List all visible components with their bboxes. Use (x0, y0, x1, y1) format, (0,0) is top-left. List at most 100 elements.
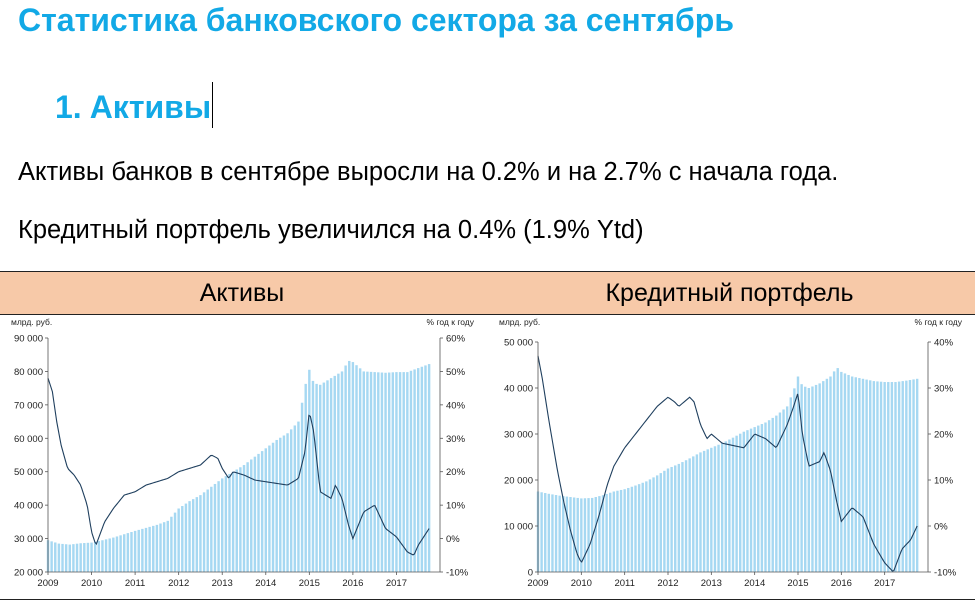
bar (395, 372, 398, 572)
bar (231, 471, 235, 572)
right-tick-label: 10% (446, 501, 466, 512)
bar (195, 497, 199, 572)
bar (380, 372, 384, 572)
bar (897, 381, 901, 572)
bar (260, 451, 264, 572)
bar (858, 378, 861, 572)
bar (598, 496, 601, 572)
right-axis-unit: % год к году (915, 317, 963, 327)
bar (279, 437, 282, 572)
bar (659, 473, 662, 572)
bar (228, 473, 231, 572)
bar (188, 501, 191, 572)
bar (61, 543, 64, 572)
bar (544, 493, 547, 572)
bar (627, 487, 630, 572)
right-tick-label: 0% (934, 522, 948, 533)
bar (580, 498, 583, 572)
bar (590, 497, 594, 572)
bar (275, 439, 278, 572)
bar (384, 372, 387, 572)
bar (235, 469, 238, 572)
x-tick-label: 2017 (874, 578, 895, 589)
bar (57, 543, 61, 572)
bar (162, 522, 166, 572)
bar (648, 479, 652, 572)
page-title: Статистика банковского сектора за сентяб… (18, 2, 735, 38)
yoy-growth-line (537, 355, 918, 572)
x-tick-label: 2014 (744, 578, 765, 589)
yoy-growth-line (47, 377, 430, 556)
right-tick-label: 50% (446, 367, 466, 378)
bar (83, 543, 86, 572)
bar (749, 428, 753, 572)
bar (562, 496, 565, 572)
bar (108, 538, 111, 572)
bar (159, 523, 162, 572)
bar (811, 386, 814, 572)
bar (202, 492, 206, 572)
bar (876, 381, 879, 572)
bar (406, 372, 409, 572)
right-axis-unit: % год к году (427, 317, 475, 327)
bar (366, 371, 369, 572)
bar (319, 384, 322, 572)
right-tick-label: 60% (446, 334, 466, 345)
right-tick-label: 40% (446, 400, 466, 411)
bar (594, 497, 597, 572)
bar (572, 497, 576, 572)
bar (688, 458, 691, 572)
bar (119, 535, 122, 572)
assets-chart: млрд. руб. % год к году 90 000 80 000 70 000… (11, 317, 475, 589)
bar (170, 516, 173, 572)
text-cursor (212, 82, 214, 128)
bar (861, 378, 865, 572)
section-heading[interactable]: 1. Активы (55, 82, 214, 128)
x-tick-label: 2017 (386, 578, 407, 589)
bar (123, 534, 126, 572)
left-tick-label: 20 000 (14, 568, 43, 579)
bar (152, 525, 155, 572)
bar (616, 490, 619, 572)
bar (264, 448, 267, 572)
bar (717, 444, 720, 572)
bar (901, 381, 904, 572)
bar (670, 466, 673, 572)
bar (674, 465, 677, 572)
bar (297, 421, 300, 572)
bar (97, 541, 101, 572)
bar (540, 492, 543, 572)
x-tick-label: 2016 (342, 578, 363, 589)
bar (246, 462, 249, 572)
bar (829, 376, 832, 572)
bar (213, 483, 217, 572)
table-header-assets: Активы (199, 279, 285, 307)
bar (663, 470, 666, 572)
bar (166, 520, 169, 572)
bar (387, 372, 391, 572)
left-tick-label: 50 000 (504, 338, 533, 349)
bar (137, 529, 140, 572)
bar (377, 372, 380, 572)
bar (814, 384, 818, 572)
bar (402, 372, 405, 572)
bar (728, 439, 731, 572)
section-title: Активы (89, 89, 212, 125)
left-tick-label: 50 000 (14, 467, 43, 478)
bar (86, 542, 90, 572)
bar (126, 533, 130, 572)
bar (702, 450, 706, 572)
bar (133, 530, 137, 572)
bar (760, 424, 764, 572)
bar (757, 425, 760, 572)
left-tick-label: 70 000 (14, 400, 43, 411)
bar (775, 415, 778, 572)
left-axis-unit: млрд. руб. (11, 317, 52, 327)
bar (253, 456, 257, 572)
bar (887, 382, 890, 572)
bar (355, 365, 358, 572)
bar (217, 481, 220, 572)
bar (68, 544, 71, 572)
bar (333, 375, 336, 572)
bar (869, 380, 872, 572)
